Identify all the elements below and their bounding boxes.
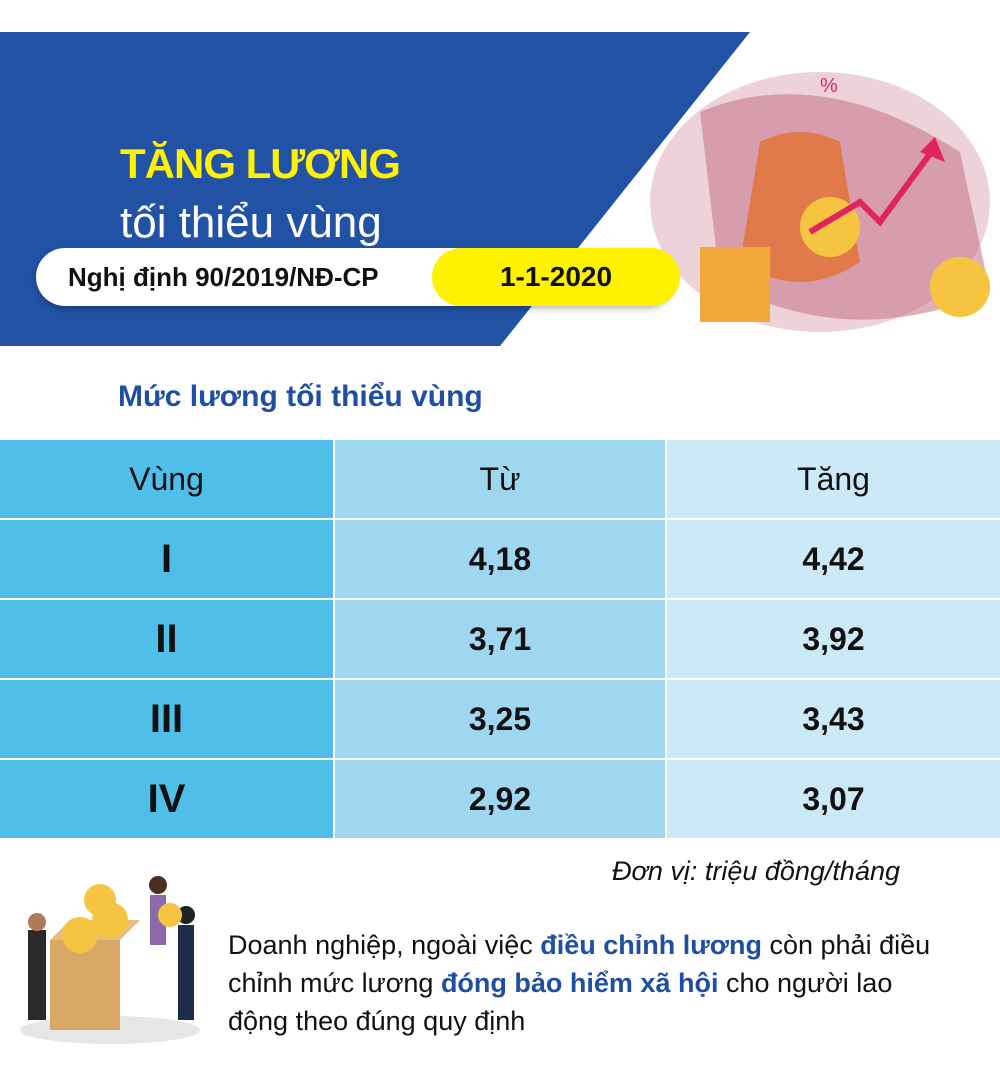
- wage-table: Vùng Từ Tăng I 4,18 4,42 II 3,71 3,92 II…: [0, 440, 1000, 840]
- note-text: Doanh nghiệp, ngoài việc điều chỉnh lươn…: [228, 926, 948, 1040]
- title-sub: tối thiểu vùng: [120, 198, 382, 247]
- to-cell: 3,07: [667, 760, 1000, 838]
- region-cell: III: [0, 680, 333, 758]
- svg-text:%: %: [820, 75, 838, 97]
- from-cell: 3,71: [335, 600, 665, 678]
- note-highlight: đóng bảo hiểm xã hội: [440, 968, 719, 998]
- header-to: Tăng: [667, 440, 1000, 518]
- to-cell: 3,92: [667, 600, 1000, 678]
- unit-label: Đơn vị: triệu đồng/tháng: [612, 856, 900, 886]
- header-from: Từ: [335, 440, 665, 518]
- decree-pill: Nghị định 90/2019/NĐ-CP 1-1-2020: [36, 248, 680, 306]
- to-cell: 4,42: [667, 520, 1000, 598]
- from-cell: 4,18: [335, 520, 665, 598]
- region-cell: II: [0, 600, 333, 678]
- to-cell: 3,43: [667, 680, 1000, 758]
- region-cell: I: [0, 520, 333, 598]
- table-row: IV 2,92 3,07: [0, 760, 1000, 838]
- from-cell: 2,92: [335, 760, 665, 838]
- table-row: III 3,25 3,43: [0, 680, 1000, 758]
- effective-date: 1-1-2020: [432, 248, 680, 306]
- note-part: cho người lao động theo đúng quy định: [228, 968, 893, 1036]
- table-row: II 3,71 3,92: [0, 600, 1000, 678]
- header-region: Vùng: [0, 440, 333, 518]
- note-part: Doanh nghiệp, ngoài việc: [228, 930, 541, 960]
- title-main: TĂNG LƯƠNG: [120, 140, 401, 187]
- table-header: Vùng Từ Tăng: [0, 440, 1000, 518]
- note-part: còn phải điều chỉnh mức lương: [228, 930, 931, 998]
- note-highlight: điều chỉnh lương: [540, 930, 762, 960]
- section-title: Mức lương tối thiểu vùng: [118, 380, 483, 413]
- decree-label: Nghị định 90/2019/NĐ-CP: [68, 262, 379, 292]
- region-cell: IV: [0, 760, 333, 838]
- coins-box-illustration: [20, 876, 200, 1044]
- table-row: I 4,18 4,42: [0, 520, 1000, 598]
- from-cell: 3,25: [335, 680, 665, 758]
